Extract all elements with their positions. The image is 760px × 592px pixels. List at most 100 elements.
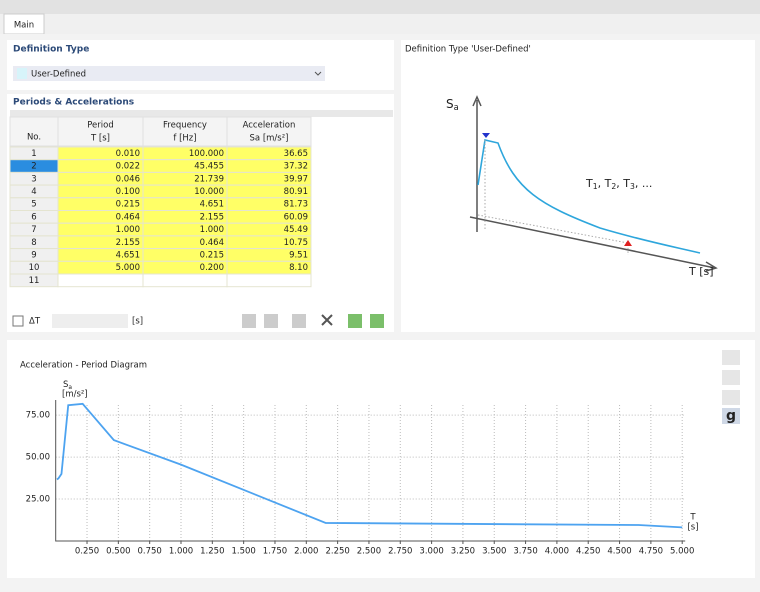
cell-text: 10 — [29, 263, 40, 273]
x-axis-label: T — [689, 513, 696, 523]
x-tick-label: 3.750 — [513, 547, 537, 557]
cell-text: 21.739 — [194, 174, 224, 184]
cell-text: 0.100 — [116, 187, 140, 197]
subscript: 1 — [593, 182, 598, 191]
text-part: , T — [598, 177, 612, 190]
cell-text: 9.51 — [289, 250, 308, 260]
cell-text: 0.010 — [116, 149, 140, 159]
table-toolbar — [242, 314, 384, 328]
section-title: Periods & Accelerations — [13, 98, 134, 108]
dropdown-value[interactable]: User-Defined — [31, 70, 86, 80]
button[interactable] — [242, 314, 256, 328]
axis — [469, 216, 718, 272]
cell-text: 45.455 — [194, 162, 224, 172]
cell-text: 3 — [31, 174, 36, 184]
schematic-panel — [401, 40, 755, 332]
delete-button[interactable] — [321, 314, 333, 326]
checkbox[interactable] — [12, 315, 24, 327]
cell-text: 6 — [31, 212, 36, 222]
column-title: No. — [27, 133, 41, 143]
cell-text: 11 — [29, 276, 40, 286]
cell-text: 10.000 — [194, 187, 224, 197]
curve — [477, 139, 701, 254]
cell-text: 0.215 — [200, 250, 224, 260]
button[interactable] — [722, 390, 740, 405]
tab-label[interactable]: Main — [14, 21, 34, 31]
column-title: Period — [87, 121, 114, 131]
plot: 25.00 50.00 75.00 0.250 0.500 0.750 1.000 1.250… — [26, 400, 694, 557]
x-tick-label: 0.250 — [75, 547, 99, 557]
table: No. Period T [s] Frequency f [Hz] Acceleratio… — [9, 116, 312, 288]
dropdown[interactable] — [13, 66, 325, 81]
x-tick-label: 1.000 — [169, 547, 193, 557]
axis-label: Sa — [446, 97, 459, 112]
table-band — [10, 110, 393, 117]
marker — [482, 133, 490, 138]
x-tick-label: 3.500 — [482, 547, 506, 557]
x-tick-label: 1.500 — [231, 547, 255, 557]
cell-text: 45.49 — [284, 225, 308, 235]
cell-text: 39.97 — [284, 174, 308, 184]
x-tick-label: 2.750 — [388, 547, 412, 557]
cell-text: 4.651 — [116, 250, 140, 260]
y-tick-label: 50.00 — [26, 453, 50, 463]
cell — [142, 273, 228, 288]
cell-text: 5 — [31, 200, 36, 210]
cell-text: 10.75 — [284, 238, 308, 248]
definition-panel — [7, 40, 394, 90]
schematic-title: Definition Type 'User-Defined' — [405, 45, 531, 55]
cell-text: 2.155 — [116, 238, 140, 248]
column-unit: f [Hz] — [173, 134, 196, 144]
y-axis-label: Sa — [63, 380, 72, 391]
cell-text: 36.65 — [284, 149, 308, 159]
delta-label: ΔT — [29, 317, 41, 327]
y-axis-unit: [m/s²] — [62, 390, 88, 400]
header-cell — [226, 116, 312, 147]
guide — [477, 140, 629, 255]
cell-text: 4.651 — [200, 200, 224, 210]
input[interactable] — [52, 314, 128, 328]
chevron — [314, 71, 322, 76]
button[interactable] — [722, 408, 740, 424]
swatch — [17, 68, 27, 79]
x-tick-label: 3.000 — [419, 547, 443, 557]
x-tick-label: 0.500 — [106, 547, 130, 557]
button[interactable] — [264, 314, 278, 328]
x-tick-label: 1.750 — [263, 547, 287, 557]
x-tick-label: 4.500 — [607, 547, 631, 557]
cell-text: 9 — [31, 250, 36, 260]
button[interactable] — [722, 370, 740, 385]
button[interactable] — [722, 350, 740, 365]
chart-toolbar: g — [722, 350, 740, 424]
cell-text: 8.10 — [289, 263, 308, 273]
button[interactable] — [348, 314, 362, 328]
cell-text: 7 — [31, 225, 36, 235]
subscript: a — [454, 102, 459, 112]
cell-text: 0.215 — [116, 200, 140, 210]
column-unit: Sa [m/s²] — [250, 134, 289, 144]
cell-text: 4 — [31, 187, 36, 197]
cell-text: 8 — [31, 238, 36, 248]
x-axis-unit: [s] — [687, 523, 698, 533]
x-tick-label: 1.250 — [200, 547, 224, 557]
axis — [472, 95, 482, 232]
cell-text: 2 — [31, 162, 36, 172]
column-unit: T [s] — [90, 134, 110, 144]
button[interactable] — [292, 314, 306, 328]
x-tick-label: 0.750 — [138, 547, 162, 557]
header-cell — [142, 116, 228, 147]
text-part: T — [585, 177, 593, 190]
button[interactable] — [370, 314, 384, 328]
text-part: , T — [616, 177, 630, 190]
button-label[interactable]: g — [726, 408, 736, 424]
column-title: Acceleration — [243, 121, 296, 131]
cell — [226, 273, 312, 288]
cell-text: 0.464 — [200, 238, 224, 248]
x-tick-label: 2.250 — [325, 547, 349, 557]
subscript: 3 — [630, 182, 635, 191]
subscript: 2 — [611, 182, 616, 191]
cell-text: 1 — [31, 149, 36, 159]
marker — [624, 240, 632, 246]
x-tick-label: 2.000 — [294, 547, 318, 557]
cell-text: 80.91 — [284, 187, 308, 197]
